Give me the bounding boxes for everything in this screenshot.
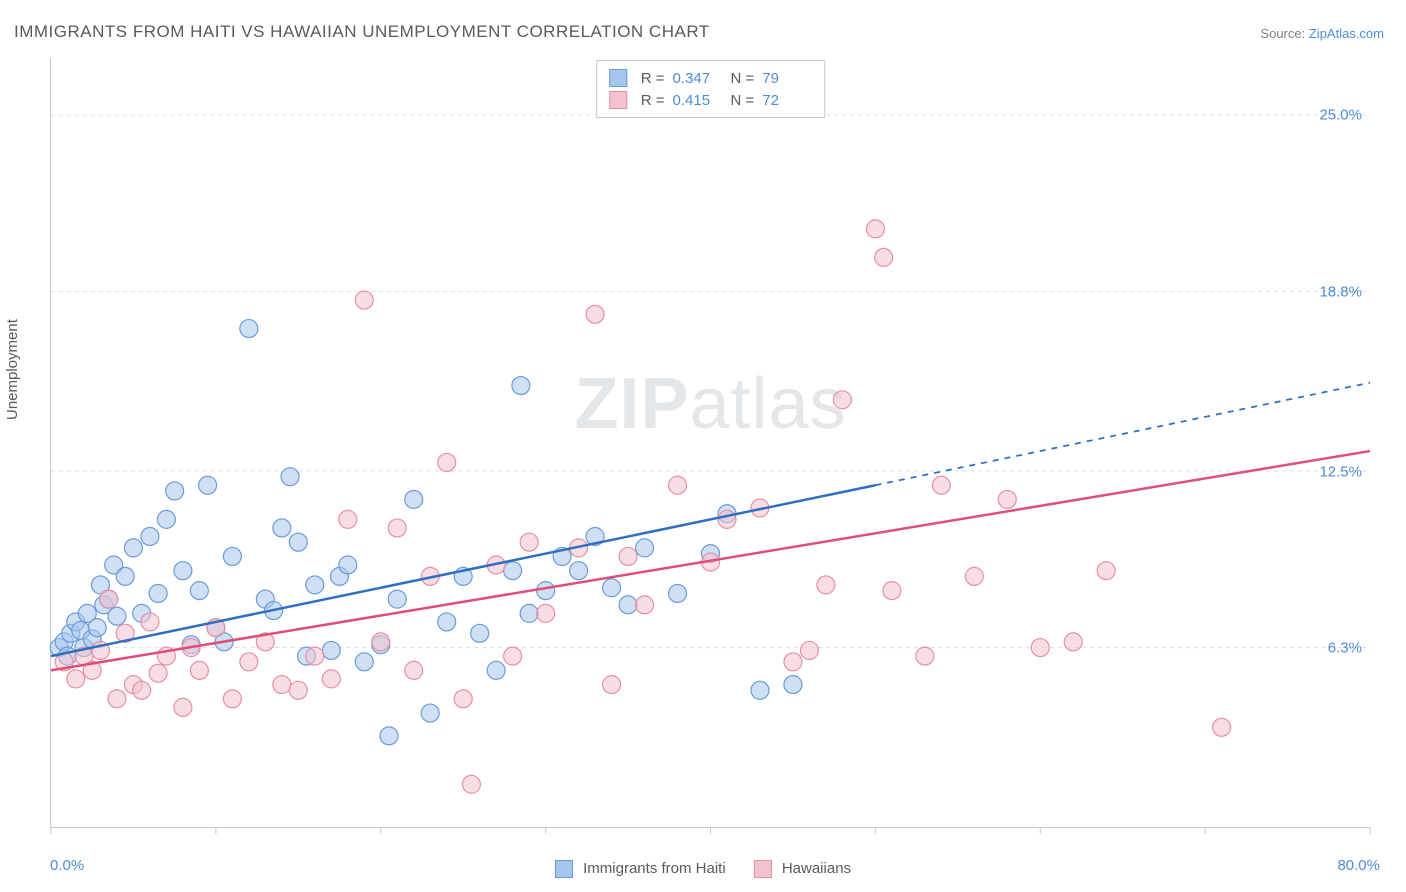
plot-area: ZIPatlas 6.3%12.5%18.8%25.0% R = 0.347 N… [50, 58, 1370, 828]
y-tick-label: 6.3% [1328, 640, 1362, 657]
stats-r-label-0: R = [641, 70, 665, 87]
legend-swatch-1 [754, 860, 772, 878]
series-legend: Immigrants from Haiti Hawaiians [555, 860, 851, 878]
legend-swatch-0 [555, 860, 573, 878]
stats-legend: R = 0.347 N = 79 R = 0.415 N = 72 [596, 60, 826, 118]
stats-row-0: R = 0.347 N = 79 [609, 67, 813, 89]
stats-row-1: R = 0.415 N = 72 [609, 89, 813, 111]
stats-swatch-0 [609, 69, 627, 87]
x-axis-max-label: 80.0% [1337, 857, 1380, 874]
legend-label-1: Hawaiians [782, 860, 851, 877]
plot-svg [51, 58, 1370, 827]
stats-swatch-1 [609, 91, 627, 109]
source-link[interactable]: ZipAtlas.com [1309, 26, 1384, 41]
stats-n-value-0: 79 [762, 70, 812, 87]
legend-item-0: Immigrants from Haiti [555, 860, 726, 878]
y-tick-label: 18.8% [1319, 283, 1362, 300]
chart-title: IMMIGRANTS FROM HAITI VS HAWAIIAN UNEMPL… [14, 22, 710, 42]
stats-r-value-1: 0.415 [673, 92, 723, 109]
stats-r-label-1: R = [641, 92, 665, 109]
x-axis-min-label: 0.0% [50, 857, 84, 874]
stats-n-value-1: 72 [762, 92, 812, 109]
stats-n-label-1: N = [731, 92, 755, 109]
source-label: Source: [1260, 26, 1305, 41]
y-axis-label: Unemployment [4, 319, 21, 420]
y-tick-label: 25.0% [1319, 107, 1362, 124]
chart-container: IMMIGRANTS FROM HAITI VS HAWAIIAN UNEMPL… [0, 0, 1406, 892]
source-attribution: Source: ZipAtlas.com [1260, 26, 1384, 41]
stats-r-value-0: 0.347 [673, 70, 723, 87]
legend-item-1: Hawaiians [754, 860, 851, 878]
stats-n-label-0: N = [731, 70, 755, 87]
y-tick-label: 12.5% [1319, 463, 1362, 480]
legend-label-0: Immigrants from Haiti [583, 860, 726, 877]
